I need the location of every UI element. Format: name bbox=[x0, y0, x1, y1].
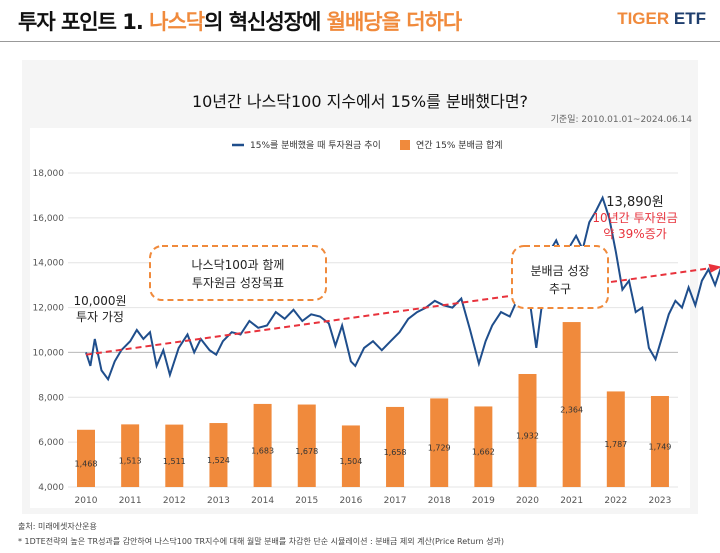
x-tick-label: 2013 bbox=[207, 496, 230, 506]
end-line2: 약 39%증가 bbox=[603, 226, 667, 241]
bar-label: 1,662 bbox=[472, 448, 495, 457]
start-label: 투자 가정 bbox=[76, 310, 124, 324]
x-tick-label: 2016 bbox=[339, 496, 362, 506]
bar bbox=[650, 395, 669, 487]
y-tick-label: 12,000 bbox=[33, 304, 65, 314]
bar-label: 1,787 bbox=[604, 440, 627, 449]
bar-label: 1,678 bbox=[295, 447, 318, 456]
bar bbox=[121, 424, 140, 487]
bar-label: 1,504 bbox=[339, 457, 362, 466]
footnote: * 1DTE전략의 높은 TR성과를 감안하여 나스닥100 TR지수에 대해 … bbox=[18, 537, 504, 546]
y-tick-label: 18,000 bbox=[33, 169, 65, 179]
bar bbox=[77, 429, 95, 487]
chart-title: 10년간 나스닥100 지수에서 15%를 분배했다면? bbox=[191, 92, 529, 111]
bar bbox=[253, 403, 272, 487]
end-value: 13,890원 bbox=[606, 195, 663, 210]
bar-label: 1,468 bbox=[75, 459, 98, 468]
bar-label: 1,524 bbox=[207, 456, 230, 465]
bar-label: 2,364 bbox=[560, 406, 583, 415]
bar bbox=[341, 425, 360, 487]
legend-bar-swatch bbox=[400, 140, 410, 150]
bar bbox=[386, 406, 405, 487]
bar bbox=[606, 391, 625, 487]
bar bbox=[518, 373, 537, 487]
legend-bar-label: 연간 15% 분배금 합계 bbox=[416, 139, 503, 151]
bar bbox=[209, 423, 228, 487]
x-tick-label: 2014 bbox=[251, 496, 274, 506]
bar bbox=[297, 404, 316, 487]
annotation-box-2 bbox=[511, 245, 609, 309]
annotation-box-2-line1: 분배금 성장 bbox=[530, 264, 589, 278]
x-tick-label: 2012 bbox=[163, 496, 186, 506]
bar bbox=[474, 406, 493, 487]
bar-label: 1,932 bbox=[516, 431, 539, 440]
tiger-etf-logo: TIGER ETF bbox=[617, 9, 706, 28]
source: 출처: 미래에셋자산운용 bbox=[18, 522, 97, 531]
principal-line bbox=[85, 195, 720, 382]
trend-arrow bbox=[85, 266, 718, 356]
annotation-box-1 bbox=[149, 245, 327, 301]
annotation-box-2-line2: 추구 bbox=[549, 282, 571, 296]
y-tick-label: 16,000 bbox=[33, 214, 65, 224]
x-tick-label: 2022 bbox=[604, 496, 627, 506]
bar-label: 1,749 bbox=[648, 442, 671, 451]
header-divider bbox=[0, 41, 720, 42]
x-tick-label: 2021 bbox=[560, 496, 583, 506]
annotation-box-1-line2: 투자원금 성장목표 bbox=[192, 276, 284, 290]
trend-arrowhead bbox=[708, 263, 720, 273]
x-tick-label: 2017 bbox=[384, 496, 407, 506]
bar-label: 1,729 bbox=[428, 444, 451, 453]
x-tick-label: 2020 bbox=[516, 496, 539, 506]
y-tick-label: 14,000 bbox=[33, 259, 65, 269]
legend-line-label: 15%를 분배했을 때 투자원금 추이 bbox=[250, 139, 381, 151]
page-title: 투자 포인트 1. 나스닥의 혁신성장에 월배당을 더하다 bbox=[18, 10, 462, 34]
annotation-box-1-line1: 나스닥100과 함께 bbox=[192, 258, 285, 272]
bar-label: 1,658 bbox=[384, 448, 407, 457]
x-tick-label: 2010 bbox=[75, 496, 98, 506]
x-tick-label: 2018 bbox=[428, 496, 451, 506]
x-tick-label: 2011 bbox=[119, 496, 142, 506]
y-tick-label: 8,000 bbox=[38, 393, 64, 403]
x-tick-label: 2023 bbox=[648, 496, 671, 506]
y-tick-label: 10,000 bbox=[33, 348, 65, 358]
y-tick-label: 6,000 bbox=[38, 438, 64, 448]
bar-label: 1,683 bbox=[251, 446, 274, 455]
end-line1: 10년간 투자원금 bbox=[592, 211, 677, 225]
bar bbox=[430, 398, 449, 487]
bar bbox=[165, 424, 184, 487]
x-tick-label: 2015 bbox=[295, 496, 318, 506]
x-tick-label: 2019 bbox=[472, 496, 495, 506]
date-range: 기준일: 2010.01.01~2024.06.14 bbox=[550, 115, 692, 125]
bar-label: 1,511 bbox=[163, 457, 186, 466]
bar bbox=[562, 322, 581, 487]
y-tick-label: 4,000 bbox=[38, 483, 64, 493]
bar-label: 1,513 bbox=[119, 457, 142, 466]
start-value: 10,000원 bbox=[73, 294, 126, 308]
